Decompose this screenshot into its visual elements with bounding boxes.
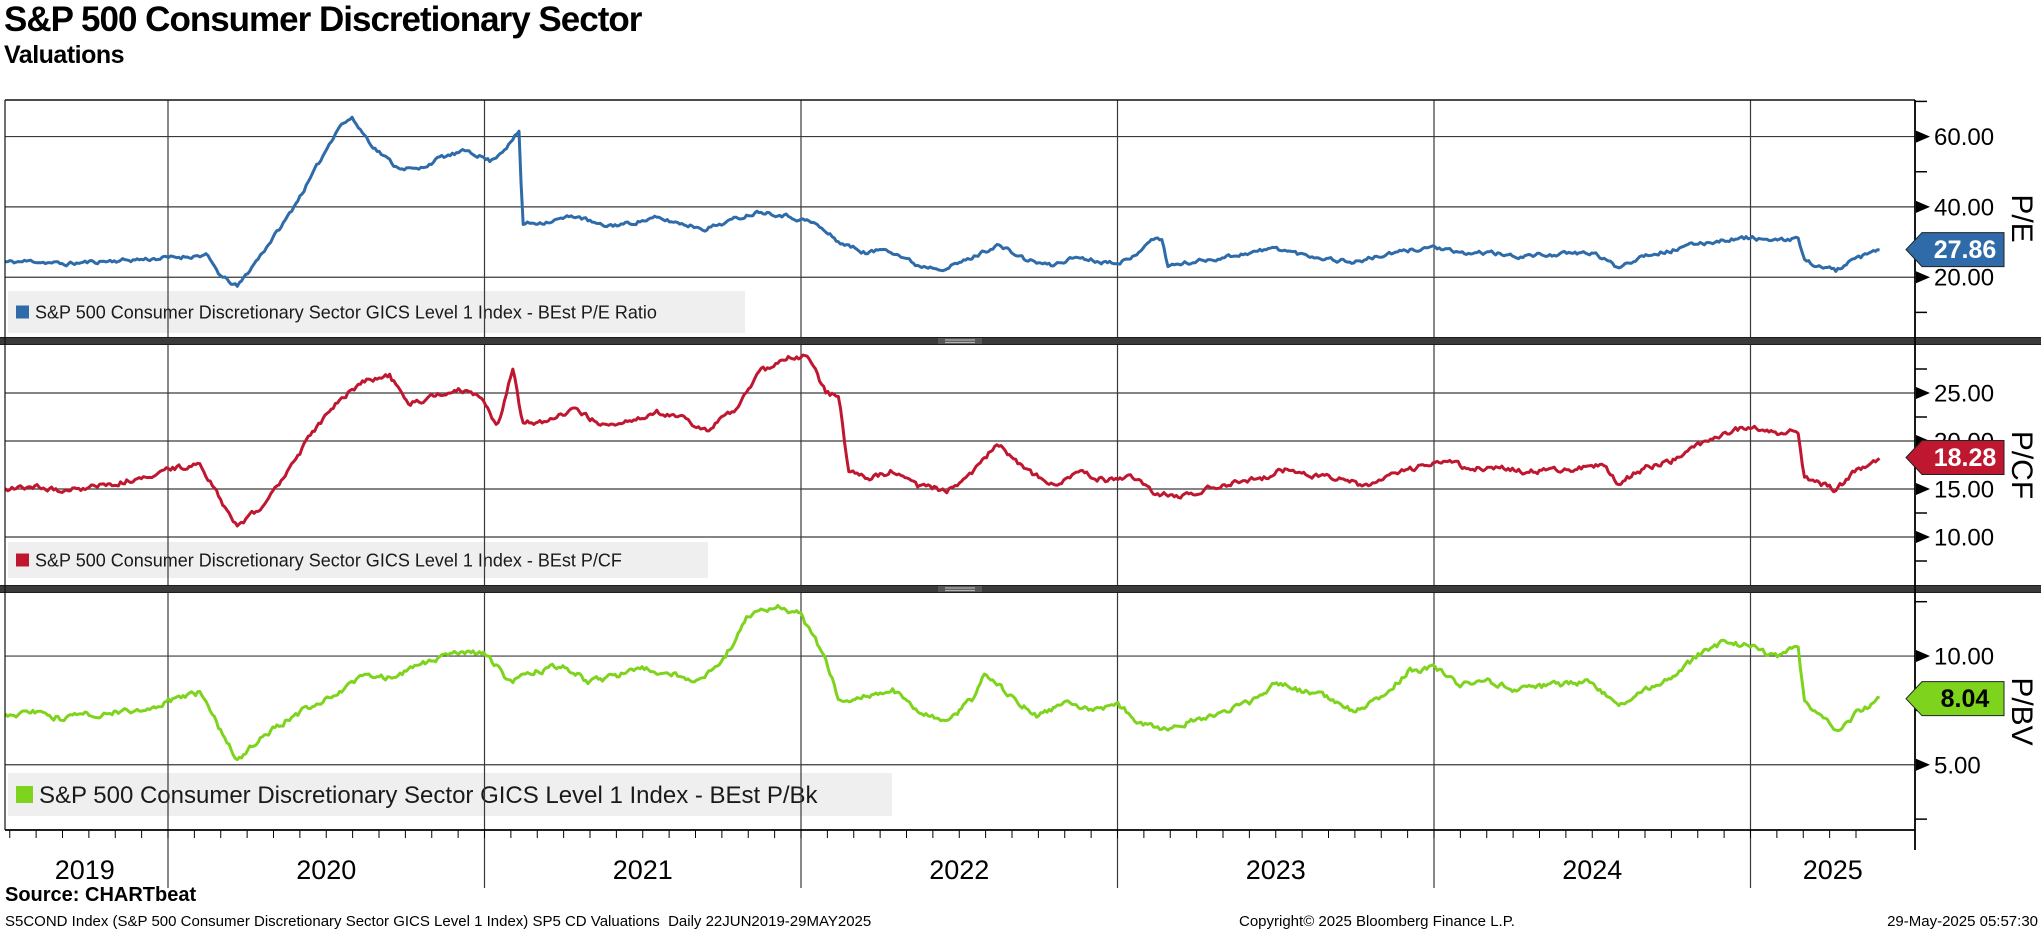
source-label: Source: CHARTbeat xyxy=(5,884,197,906)
pcf-major-tick-arrow-icon xyxy=(1916,483,1930,495)
pe-major-tick-arrow-icon xyxy=(1916,200,1930,213)
year-label: 2022 xyxy=(929,855,989,885)
pe-value-badge: 27.86 xyxy=(1905,232,2005,268)
pe-axis-tick-label: 40.00 xyxy=(1934,194,1994,221)
pcf-legend: S&P 500 Consumer Discretionary Sector GI… xyxy=(8,542,708,578)
panel-separator[interactable] xyxy=(0,337,2041,345)
pe-axis-tick-label: 20.00 xyxy=(1934,265,1994,292)
pbv-value-badge: 8.04 xyxy=(1905,681,2005,717)
pcf-value-badge: 18.28 xyxy=(1905,440,2005,476)
page-subtitle: Valuations xyxy=(4,41,125,69)
separator-drag-handle-icon[interactable] xyxy=(938,338,982,344)
timestamp-label: 29-May-2025 05:57:30 xyxy=(1887,913,2038,930)
pcf-axis-tick-label: 25.00 xyxy=(1934,381,1994,408)
year-label: 2020 xyxy=(296,855,356,885)
pbv-legend-label: S&P 500 Consumer Discretionary Sector GI… xyxy=(39,782,819,809)
pcf-major-tick-arrow-icon xyxy=(1916,387,1930,399)
pe-axis-title: P/E xyxy=(2005,194,2038,242)
page-title: S&P 500 Consumer Discretionary Sector xyxy=(4,0,642,39)
pe-major-tick-arrow-icon xyxy=(1916,130,1930,143)
year-label: 2023 xyxy=(1246,855,1306,885)
pbv-axis-tick-label: 10.00 xyxy=(1934,644,1994,671)
pcf-value-badge-label: 18.28 xyxy=(1934,444,1997,472)
pbv-major-tick-arrow-icon xyxy=(1916,650,1930,663)
pe-legend-label: S&P 500 Consumer Discretionary Sector GI… xyxy=(35,302,657,322)
pbv-legend: S&P 500 Consumer Discretionary Sector GI… xyxy=(8,773,892,816)
pbv-series-line xyxy=(5,604,1880,762)
pbv-axis-tick-label: 5.00 xyxy=(1934,752,1981,779)
pe-legend: S&P 500 Consumer Discretionary Sector GI… xyxy=(8,291,745,333)
pe-major-tick-arrow-icon xyxy=(1916,271,1930,284)
pcf-series-line xyxy=(5,353,1881,528)
pbv-major-tick-arrow-icon xyxy=(1916,758,1930,771)
pbv-value-badge-label: 8.04 xyxy=(1941,685,1990,713)
pe-series-line xyxy=(5,115,1880,288)
copyright-label: Copyright© 2025 Bloomberg Finance L.P. xyxy=(1239,913,1515,930)
pcf-major-tick-arrow-icon xyxy=(1916,531,1930,543)
separator-drag-handle-icon[interactable] xyxy=(938,586,982,592)
pbv-legend-swatch-icon xyxy=(16,786,33,803)
pe-value-badge-label: 27.86 xyxy=(1934,236,1997,264)
pcf-axis-tick-label: 15.00 xyxy=(1934,477,1994,504)
pcf-axis-title: P/CF xyxy=(2005,431,2038,499)
year-label: 2019 xyxy=(55,855,115,885)
pcf-legend-label: S&P 500 Consumer Discretionary Sector GI… xyxy=(35,550,622,570)
pcf-axis-tick-label: 10.00 xyxy=(1934,525,1994,552)
year-label: 2025 xyxy=(1803,855,1863,885)
year-label: 2024 xyxy=(1562,855,1622,885)
pe-axis-tick-label: 60.00 xyxy=(1934,124,1994,151)
pbv-axis-title: P/BV xyxy=(2005,677,2038,745)
pcf-legend-swatch-icon xyxy=(16,553,29,567)
year-label: 2021 xyxy=(613,855,673,885)
pe-legend-swatch-icon xyxy=(16,305,29,319)
panel-separator[interactable] xyxy=(0,585,2041,593)
chart-description: S5COND Index (S&P 500 Consumer Discretio… xyxy=(5,913,872,930)
